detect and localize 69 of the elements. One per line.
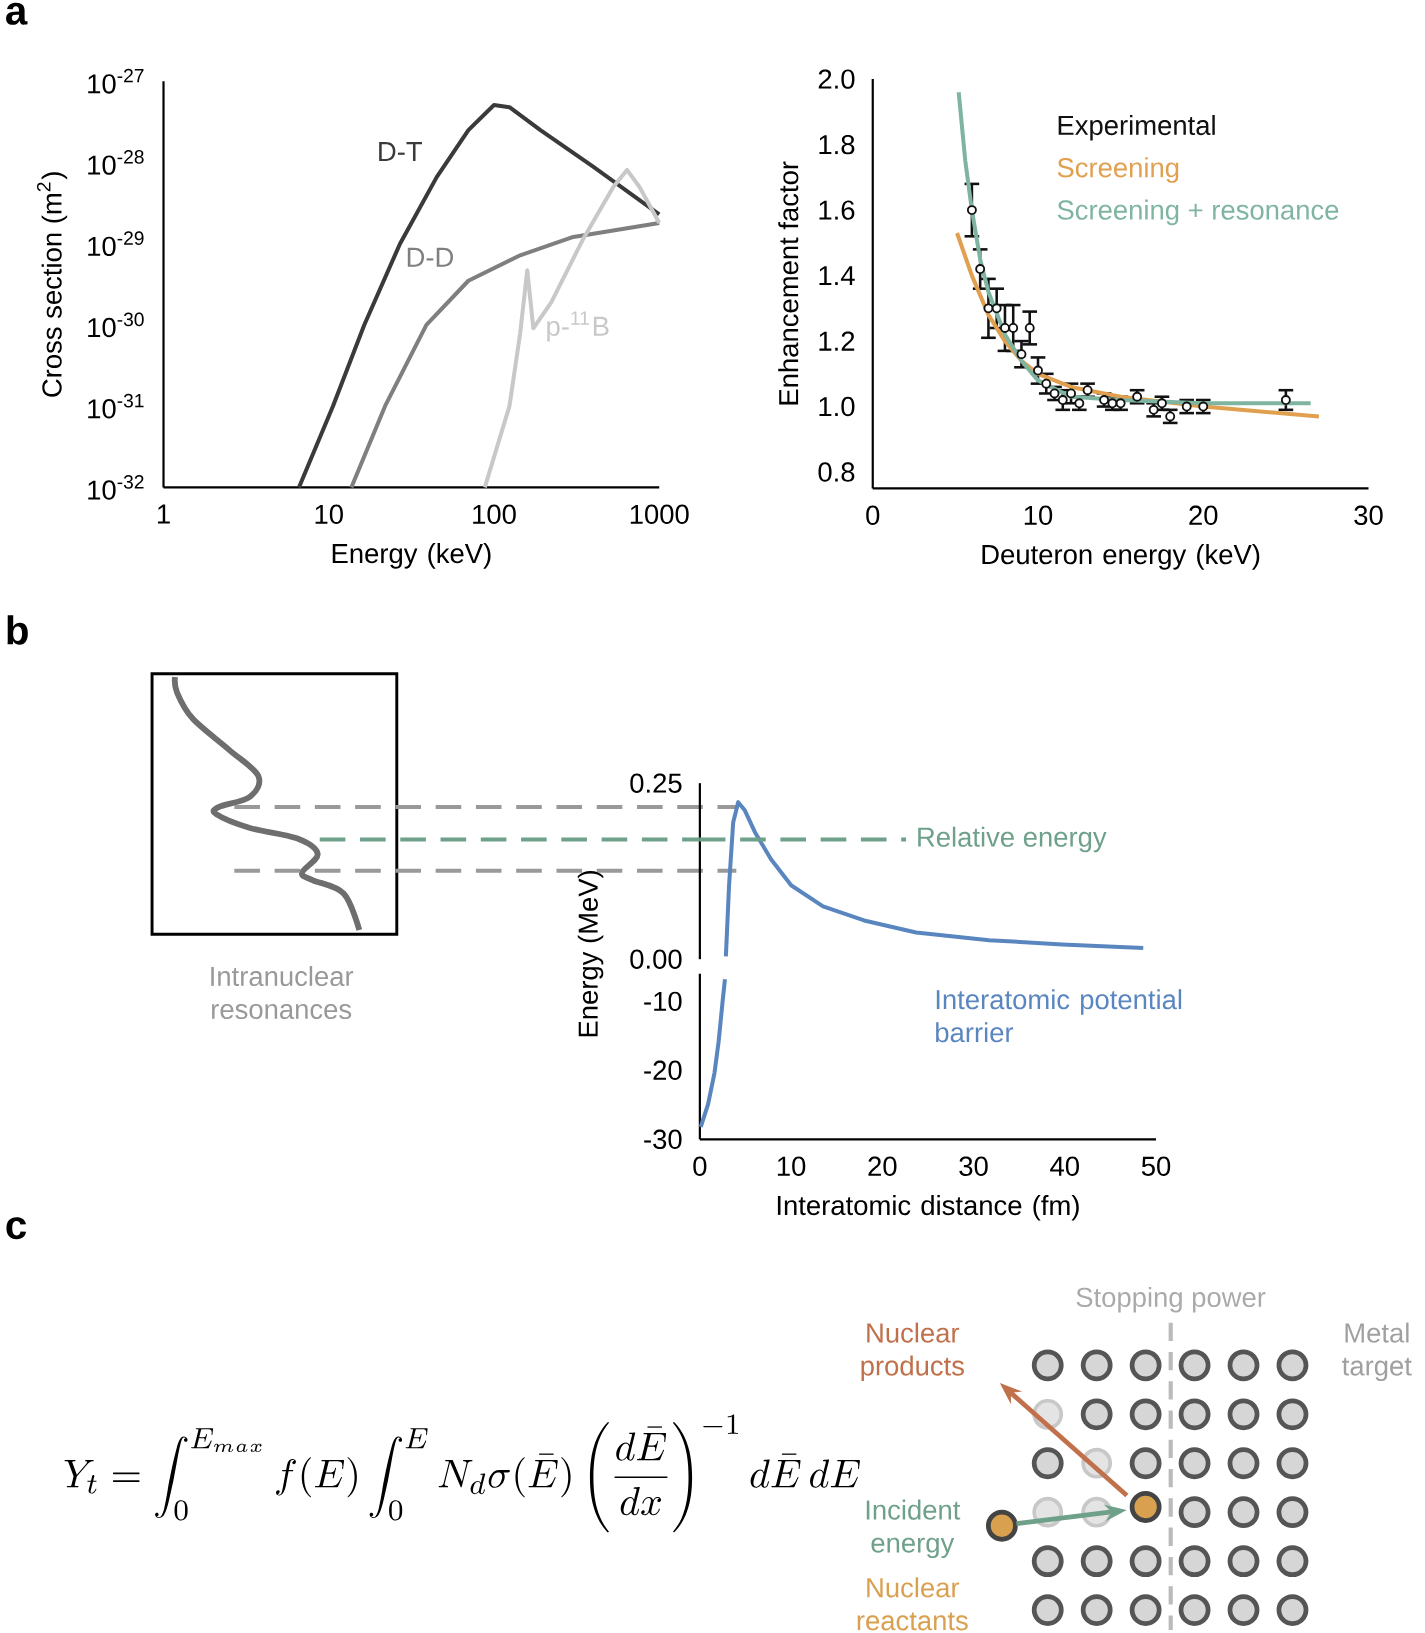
text: a [6,2,28,25]
y-tick-label: 10$^{-30}$ [88,312,144,338]
y-tick-label: 1.8 [819,134,855,155]
y-axis-title: Enhancement factor [778,161,799,405]
x-tick-label: 30 [959,1156,988,1176]
x-axis-title: Energy (keV) [332,543,491,569]
y-tick-label: -20 [644,1060,682,1081]
text: Nuclear reactants [857,1577,968,1631]
y-tick-label: 2.0 [818,69,855,89]
x-tick-label: 1 [158,504,170,524]
y-tick-label: 10$^{-31}$ [88,393,144,419]
text: Incident energy [866,1499,961,1559]
y-axis-title: Energy (MeV) [577,870,604,1037]
point [1008,323,1019,333]
x-tick-label: 20 [868,1156,897,1176]
x-tick-label: 1000 [630,504,689,525]
point [975,264,986,274]
text: Screening [1057,157,1179,183]
text: Metal target [1342,1322,1412,1382]
point [983,303,994,314]
x-tick-label: 30 [1354,505,1383,526]
x-tick-label: 10 [778,1156,806,1176]
ref-line-label: Relative energy [918,826,1107,853]
point [1033,365,1044,376]
y-tick-label: 10$^{-32}$ [88,475,144,500]
text: $Y_t = \int_0^{E_{max}} f(E) \int_0^{E} N_d \sigma(\bar{E}) \left(\frac{d\bar{E}}{dx}\right)^{-1} d\bar{E}\, dE$ [64,1414,861,1533]
text: Intranuclear resonances [211,965,354,1020]
line-series [723,800,1146,959]
point [1016,349,1027,360]
y-axis-title: Cross section (m$^{2}$) [37,172,68,397]
text: Stopping power [1076,1286,1266,1313]
text: c [6,1217,27,1240]
series-label: D-D [407,247,454,267]
y-tick-label: 0.8 [818,462,855,482]
series-label: Interatomic potential barrier [936,989,1182,1043]
y-tick-label: 1.0 [819,396,855,417]
x-axis-title: Interatomic distance (fm) [778,1195,1079,1221]
point [1024,323,1035,333]
x-tick-label: 10 [315,504,344,525]
y-tick-label: 10$^{-27}$ [88,68,144,94]
y-tick-label: 10$^{-28}$ [88,150,144,175]
point [1057,395,1068,405]
point [967,205,977,216]
point [991,303,1002,314]
x-tick-label: 50 [1141,1156,1171,1176]
text: Nuclear products [861,1322,965,1382]
x-tick-label: 0 [693,1156,707,1176]
x-axis-title: Deuteron energy (keV) [982,544,1260,570]
y-tick-label: 10$^{-29}$ [88,231,144,257]
text: Screening + resonance [1057,199,1339,226]
text: b [7,615,28,645]
x-tick-label: 20 [1189,505,1218,526]
y-tick-label: 1.2 [819,331,855,351]
y-tick-label: -30 [644,1129,682,1150]
y-tick-label: 0.00 [630,949,682,969]
y-tick-label: 1.6 [819,200,855,220]
text: Experimental [1058,115,1215,141]
x-tick-label: 0 [866,505,880,526]
y-tick-label: -10 [644,991,682,1012]
y-tick-label: 0.25 [630,773,682,793]
line-series [698,977,728,1129]
point [1281,395,1291,405]
x-tick-label: 10 [1024,505,1053,526]
x-tick-label: 100 [473,504,516,525]
point [1066,388,1077,399]
point [1041,378,1052,389]
series-label: D-T [379,142,423,162]
x-tick-label: 40 [1050,1156,1080,1176]
y-tick-label: 1.4 [819,266,855,286]
